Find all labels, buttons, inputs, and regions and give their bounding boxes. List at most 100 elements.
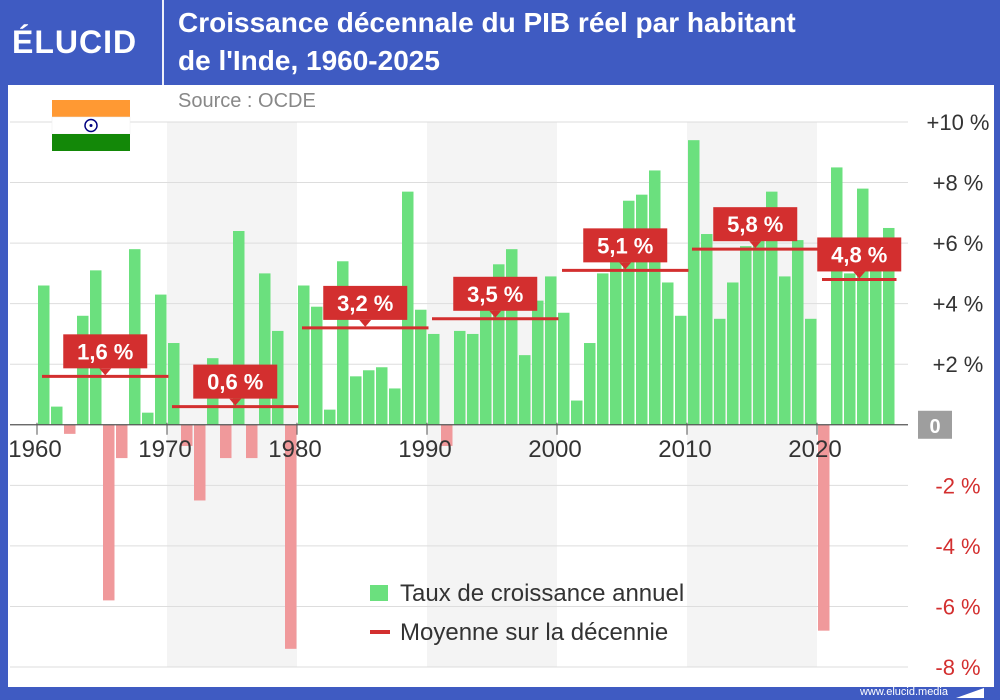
average-badge-1990 bbox=[453, 276, 538, 311]
y-tick-label--8: -8 % bbox=[935, 655, 980, 680]
bar-2022 bbox=[844, 273, 856, 425]
average-badge-2020 bbox=[817, 237, 902, 272]
average-badge-pointer-2020 bbox=[853, 271, 866, 279]
average-badge-pointer-2000 bbox=[619, 262, 632, 270]
page-title: Croissance décennale du PIB réel par hab… bbox=[178, 4, 978, 80]
bar-1985 bbox=[363, 370, 375, 425]
header-divider bbox=[162, 0, 164, 85]
bar-2014 bbox=[740, 246, 752, 425]
bar-1983 bbox=[337, 261, 349, 425]
y-tick-label-8: +8 % bbox=[933, 171, 984, 196]
average-label-2000: 5,1 % bbox=[597, 233, 653, 258]
elucid-logo[interactable]: ÉLUCID bbox=[12, 23, 138, 60]
bar-2000 bbox=[558, 312, 570, 425]
bar-1984 bbox=[350, 376, 362, 425]
bar-2018 bbox=[792, 240, 804, 425]
bar-2020 bbox=[818, 424, 830, 631]
india-flag-icon bbox=[51, 100, 131, 151]
y-tick-label--2: -2 % bbox=[935, 473, 980, 498]
average-label-1990: 3,5 % bbox=[467, 282, 523, 307]
bar-2002 bbox=[584, 343, 596, 425]
title-line-2: de l'Inde, 1960-2025 bbox=[178, 45, 440, 76]
bar-1997 bbox=[519, 355, 531, 425]
bar-1971 bbox=[181, 424, 193, 446]
bar-1986 bbox=[376, 367, 388, 425]
bar-2019 bbox=[805, 318, 817, 425]
average-badge-pointer-1990 bbox=[489, 310, 502, 318]
average-label-1980: 3,2 % bbox=[337, 291, 393, 316]
bar-2024 bbox=[870, 267, 882, 425]
footer-logo-mark-icon bbox=[956, 688, 984, 698]
bar-1969 bbox=[155, 294, 167, 425]
footer-url[interactable]: www.elucid.media bbox=[859, 686, 948, 698]
bar-1978 bbox=[272, 330, 284, 425]
bar-1974 bbox=[220, 424, 232, 459]
bar-1982 bbox=[324, 409, 336, 425]
flag-chakra bbox=[84, 118, 98, 133]
bar-1975 bbox=[233, 231, 245, 425]
bar-2003 bbox=[597, 273, 609, 425]
header: ÉLUCID Croissance décennale du PIB réel … bbox=[0, 0, 1000, 85]
y-tick-label--4: -4 % bbox=[935, 534, 980, 559]
bar-2009 bbox=[675, 315, 687, 425]
bar-1987 bbox=[389, 388, 401, 425]
bar-1981 bbox=[311, 306, 323, 425]
bar-1992 bbox=[454, 330, 466, 425]
bar-2017 bbox=[779, 276, 791, 425]
average-label-2010: 5,8 % bbox=[727, 212, 783, 237]
average-badge-2000 bbox=[583, 228, 668, 263]
y-tick-label-2: +2 % bbox=[933, 352, 984, 377]
bar-1990 bbox=[428, 333, 440, 425]
bar-2007 bbox=[649, 170, 661, 425]
average-label-1970: 0,6 % bbox=[207, 370, 263, 395]
bar-1972 bbox=[194, 424, 206, 501]
bar-1977 bbox=[259, 273, 271, 425]
legend-bar-swatch bbox=[370, 585, 388, 601]
flag-green-stripe bbox=[52, 134, 130, 151]
x-tick-label-1990: 1990 bbox=[398, 436, 451, 463]
y-tick-label-0: 0 bbox=[929, 416, 940, 438]
average-label-2020: 4,8 % bbox=[831, 242, 887, 267]
bar-2016 bbox=[766, 191, 778, 425]
bar-1991 bbox=[441, 424, 453, 446]
y-tick-label--6: -6 % bbox=[935, 594, 980, 619]
bar-1995 bbox=[493, 264, 505, 425]
bar-1979 bbox=[285, 424, 297, 649]
bar-1968 bbox=[142, 412, 154, 425]
average-badge-1970 bbox=[193, 364, 278, 399]
bar-1976 bbox=[246, 424, 258, 459]
bar-2013 bbox=[727, 282, 739, 425]
zero-badge bbox=[918, 410, 952, 439]
bar-2025 bbox=[883, 227, 895, 425]
bar-2005 bbox=[623, 200, 635, 425]
legend-bar-label: Taux de croissance annuel bbox=[400, 580, 684, 607]
average-badge-pointer-1970 bbox=[229, 398, 242, 406]
bar-1960 bbox=[38, 285, 50, 425]
average-badge-pointer-1980 bbox=[359, 319, 372, 327]
source-label: Source : OCDE bbox=[178, 90, 316, 112]
bar-1993 bbox=[467, 333, 479, 425]
bar-1999 bbox=[545, 276, 557, 425]
y-tick-label-10: +10 % bbox=[927, 110, 990, 135]
bar-1962 bbox=[64, 424, 76, 434]
bar-2008 bbox=[662, 282, 674, 425]
bar-1988 bbox=[402, 191, 414, 425]
y-tick-label-4: +4 % bbox=[933, 292, 984, 317]
average-badge-pointer-1960 bbox=[99, 368, 112, 376]
bar-1980 bbox=[298, 285, 310, 425]
bar-2015 bbox=[753, 221, 765, 425]
x-tick-label-2010: 2010 bbox=[658, 436, 711, 463]
x-tick-label-1970: 1970 bbox=[138, 436, 191, 463]
bar-2023 bbox=[857, 188, 869, 425]
bar-2010 bbox=[688, 140, 700, 425]
flag-chakra-hub bbox=[89, 124, 93, 127]
average-badge-pointer-2010 bbox=[749, 241, 762, 249]
bar-1965 bbox=[103, 424, 115, 601]
bar-2001 bbox=[571, 400, 583, 425]
bar-1961 bbox=[51, 406, 63, 425]
x-tick-label-1980: 1980 bbox=[268, 436, 321, 463]
title-line-1: Croissance décennale du PIB réel par hab… bbox=[178, 7, 796, 38]
bar-1989 bbox=[415, 309, 427, 425]
bar-2012 bbox=[714, 318, 726, 425]
x-tick-label-2020: 2020 bbox=[788, 436, 841, 463]
